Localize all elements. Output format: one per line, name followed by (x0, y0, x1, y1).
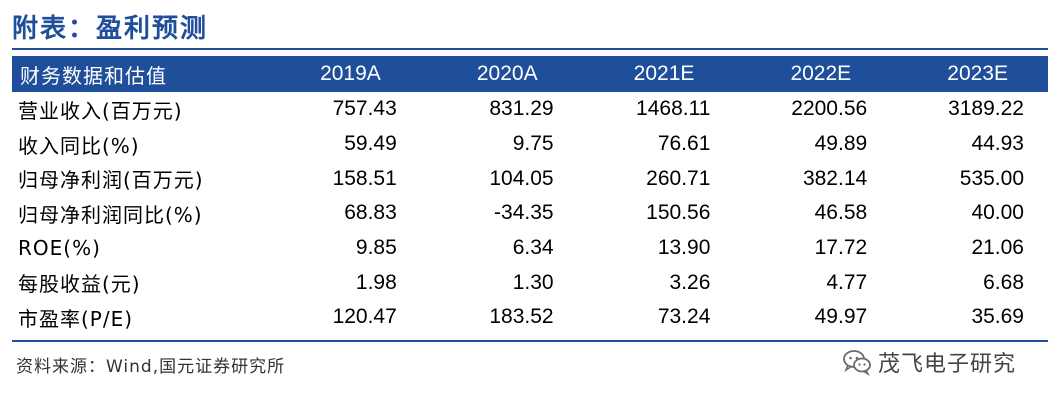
cell-value: 49.89 (814, 132, 868, 156)
cell-value: 831.29 (489, 97, 554, 121)
cell-value: 382.14 (802, 166, 868, 190)
cell-value: 2200.56 (791, 97, 868, 121)
header-year: 2022E (790, 62, 852, 85)
cell-value: 150.56 (646, 201, 711, 225)
table-header-row: 财务数据和估值 2019A 2020A 2021E 2022E 2023E (12, 56, 1048, 92)
cell-value: 6.34 (512, 236, 554, 260)
row-label: 归母净利润同比(%) (18, 202, 203, 227)
cell-value: -34.35 (494, 201, 554, 225)
row-label: ROE(%) (18, 236, 101, 261)
header-label: 财务数据和估值 (20, 63, 167, 88)
cell-value: 1.98 (355, 270, 397, 294)
cell-value: 76.61 (657, 132, 711, 156)
header-year: 2021E (633, 62, 695, 85)
cell-value: 183.52 (489, 305, 554, 329)
cell-value: 40.00 (971, 201, 1024, 225)
cell-value: 17.72 (814, 236, 868, 260)
cell-value: 68.83 (344, 201, 397, 225)
row-label: 归母净利润(百万元) (18, 168, 204, 193)
table-row: 收入同比(%) 59.49 9.75 76.61 49.89 44.93 (12, 127, 1048, 162)
row-label: 营业收入(百万元) (18, 98, 183, 123)
header-year: 2020A (476, 62, 538, 85)
row-label: 市盈率(P/E) (18, 306, 134, 331)
row-label: 每股收益(元) (18, 272, 141, 297)
cell-value: 49.97 (814, 305, 868, 329)
watermark: 茂飞电子研究 (842, 346, 1016, 378)
source-note: 资料来源：Wind,国元证券研究所 (16, 357, 286, 377)
cell-value: 535.00 (959, 166, 1024, 190)
cell-value: 44.93 (971, 132, 1024, 156)
cell-value: 260.71 (646, 166, 711, 190)
cell-value: 4.77 (826, 270, 868, 294)
page-title: 附表：盈利预测 (12, 14, 209, 44)
table-row: 归母净利润(百万元) 158.51 104.05 260.71 382.14 5… (12, 161, 1048, 196)
cell-value: 1468.11 (636, 97, 711, 121)
table-row: 每股收益(元) 1.98 1.30 3.26 4.77 6.68 (12, 265, 1048, 300)
cell-value: 120.47 (332, 305, 397, 329)
cell-value: 3189.22 (948, 97, 1024, 121)
bottom-divider (12, 340, 1048, 342)
cell-value: 35.69 (971, 305, 1024, 329)
cell-value: 6.68 (983, 270, 1024, 294)
cell-value: 104.05 (489, 166, 554, 190)
cell-value: 9.85 (355, 236, 397, 260)
header-year: 2023E (947, 62, 1008, 85)
cell-value: 9.75 (512, 132, 554, 156)
table-row: 营业收入(百万元) 757.43 831.29 1468.11 2200.56 … (12, 92, 1048, 127)
table-row: 归母净利润同比(%) 68.83 -34.35 150.56 46.58 40.… (12, 196, 1048, 231)
cell-value: 757.43 (332, 97, 397, 121)
cell-value: 73.24 (657, 305, 711, 329)
watermark-text: 茂飞电子研究 (878, 352, 1017, 377)
cell-value: 59.49 (344, 132, 397, 156)
header-year: 2019A (320, 62, 381, 85)
cell-value: 13.90 (657, 236, 711, 260)
cell-value: 21.06 (971, 236, 1024, 260)
top-divider (12, 48, 1048, 50)
row-label: 收入同比(%) (18, 133, 140, 158)
cell-value: 46.58 (814, 201, 868, 225)
cell-value: 1.30 (512, 270, 554, 294)
cell-value: 158.51 (332, 166, 397, 190)
table-row: ROE(%) 9.85 6.34 13.90 17.72 21.06 (12, 231, 1048, 266)
forecast-table: 财务数据和估值 2019A 2020A 2021E 2022E 2023E 营业… (12, 56, 1048, 335)
cell-value: 3.26 (669, 270, 711, 294)
table-row: 市盈率(P/E) 120.47 183.52 73.24 49.97 35.69 (12, 300, 1048, 335)
wechat-icon (843, 350, 871, 376)
